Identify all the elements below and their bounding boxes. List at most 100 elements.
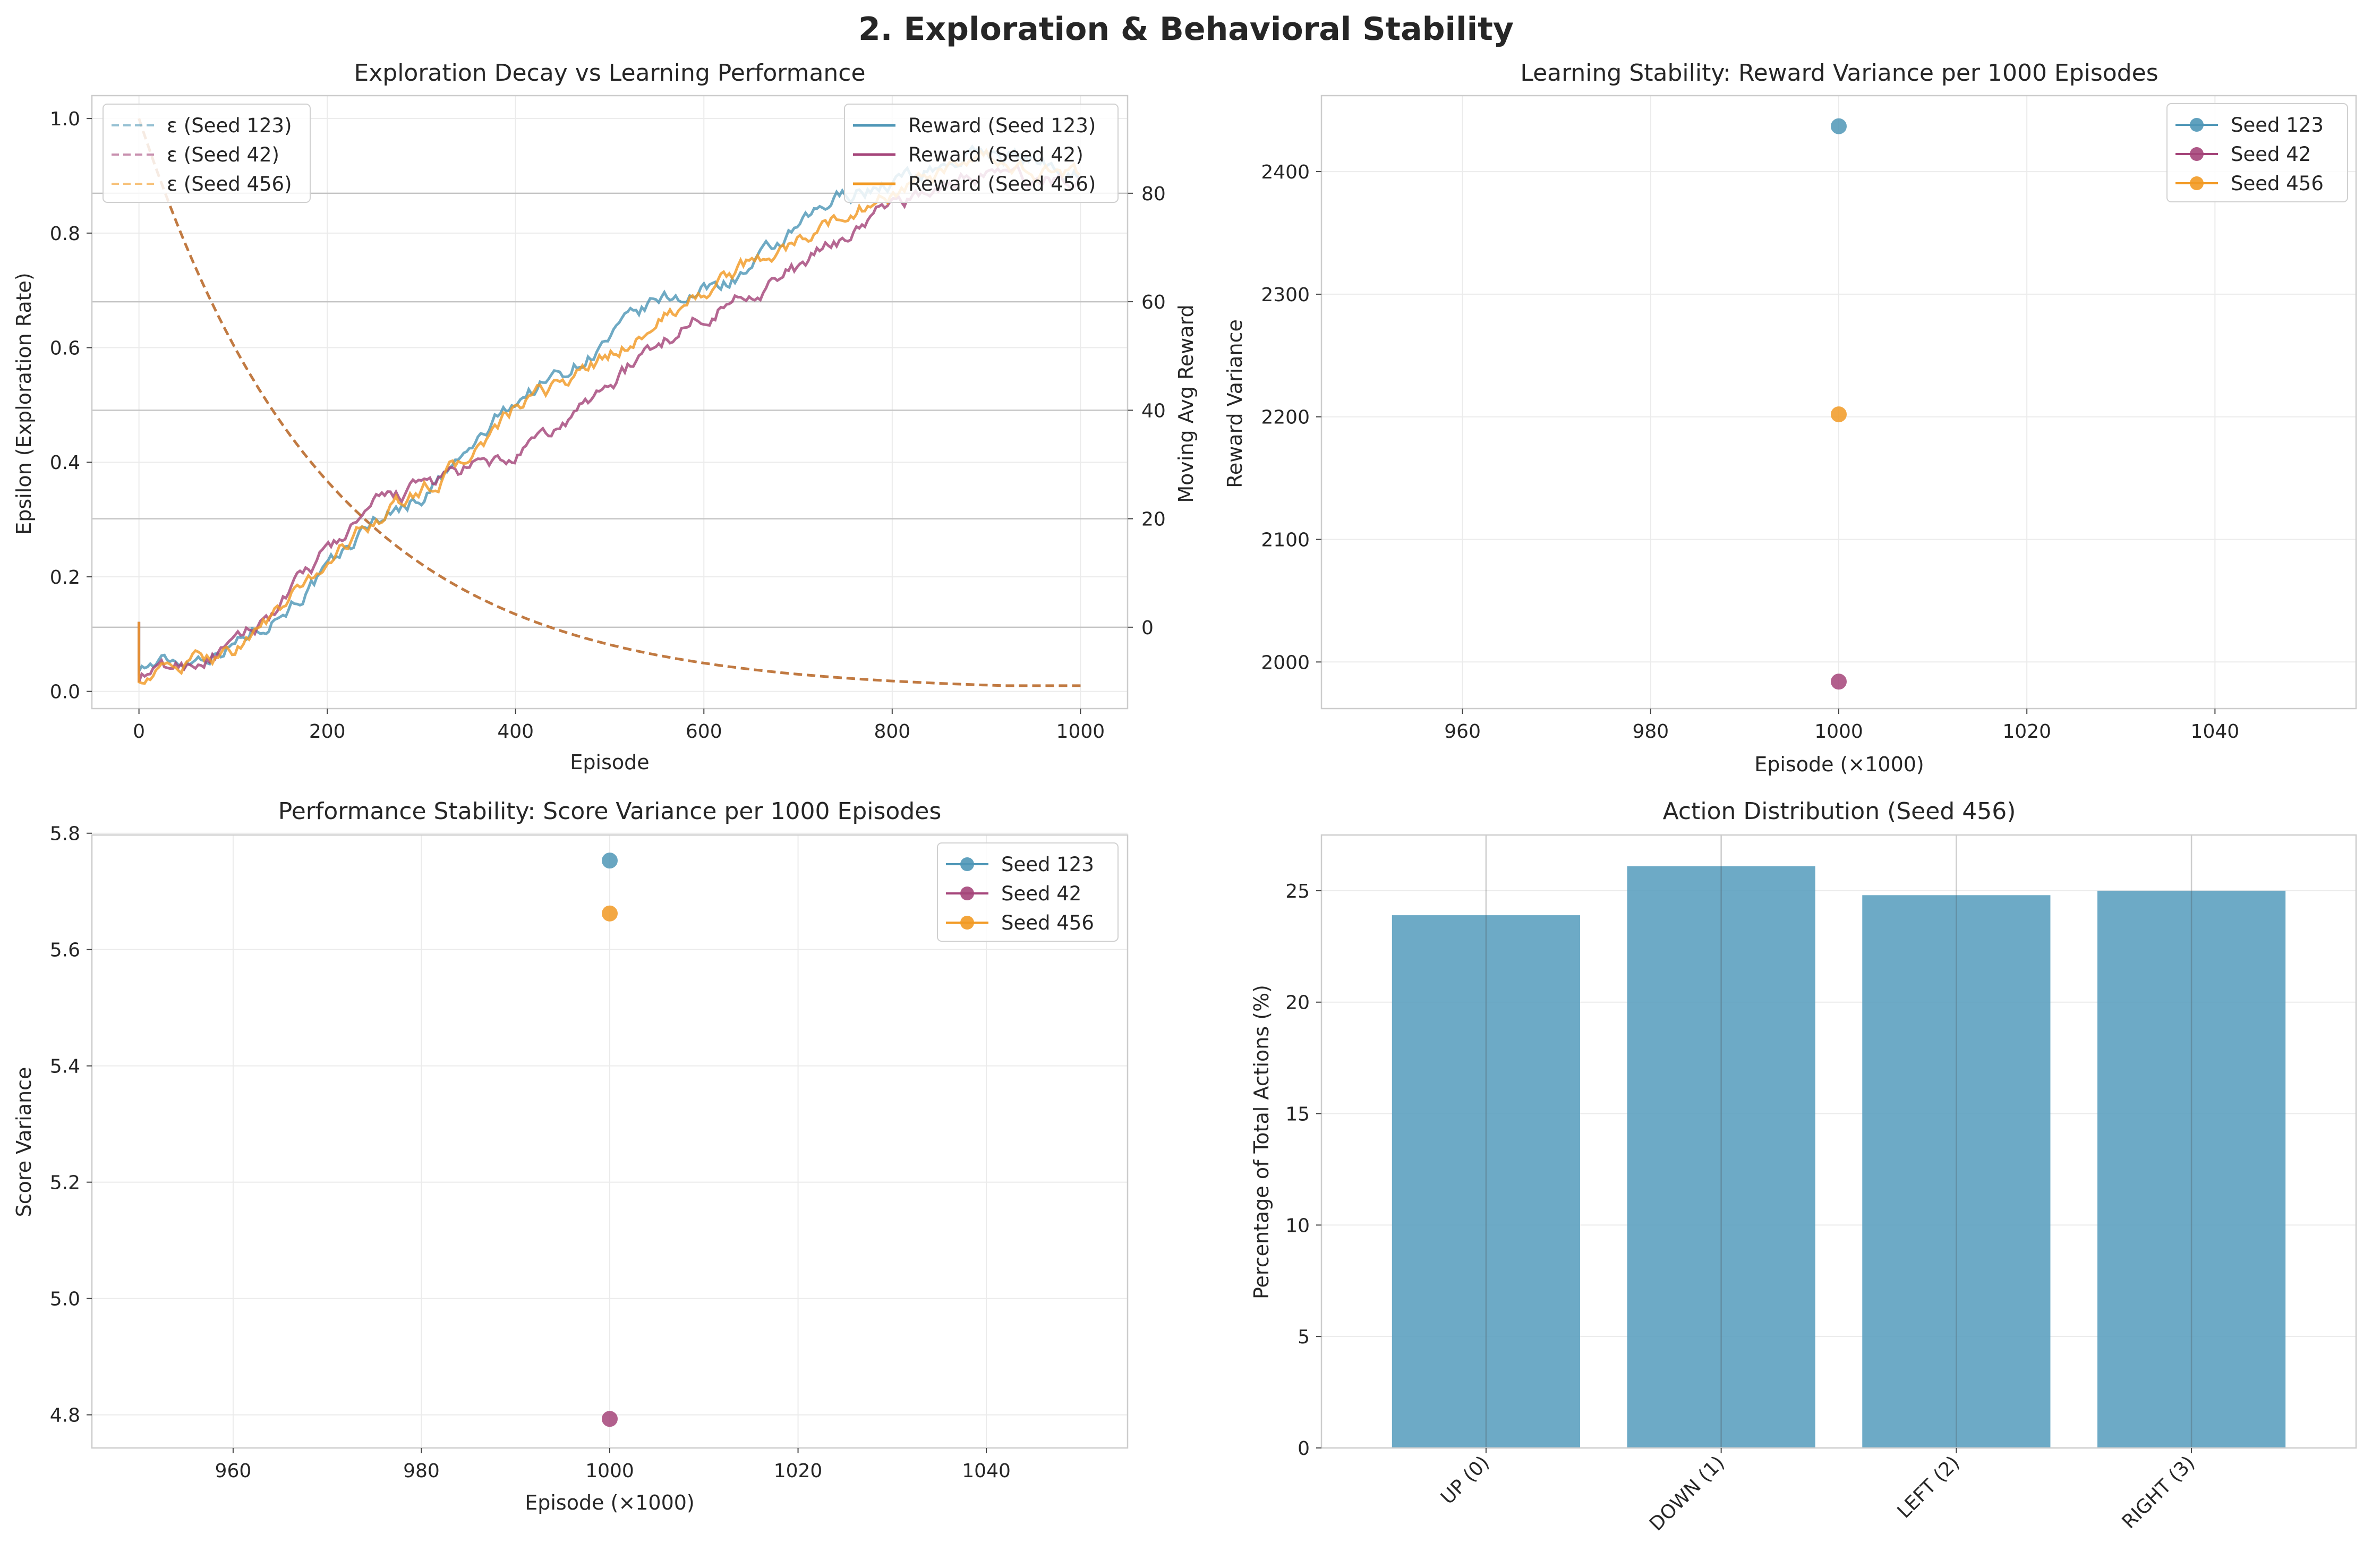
p4-ytick-label: 20 <box>1285 992 1310 1014</box>
p1-legend-right-label: Reward (Seed 456) <box>908 173 1096 195</box>
exploration-decay-chart: Exploration Decay vs Learning Performanc… <box>12 59 1198 774</box>
score-variance-chart: Performance Stability: Score Variance pe… <box>12 798 1129 1514</box>
p2-legend-box <box>2166 103 2348 202</box>
p3-point <box>602 853 618 869</box>
p1-epsilon-line <box>138 118 1081 687</box>
p2-legend-marker <box>2190 118 2204 132</box>
p4-ylabel: Percentage of Total Actions (%) <box>1250 985 1273 1299</box>
p1-epsilon-line-overlap <box>138 118 1081 687</box>
p3-ytick-label: 5.6 <box>50 940 80 961</box>
p1-reward-line <box>138 144 1080 676</box>
p1-epsilon-line <box>138 118 1081 687</box>
p2-point <box>1831 406 1847 423</box>
p4-title: Action Distribution (Seed 456) <box>1663 798 2016 825</box>
p2-point <box>1831 118 1847 134</box>
p3-legend-marker <box>960 916 974 930</box>
p4-ytick-label: 10 <box>1285 1215 1310 1237</box>
p1-legend-left-label: ε (Seed 123) <box>167 114 292 137</box>
p1-xtick-label: 800 <box>874 721 910 743</box>
p1-ytick-label: 0.8 <box>50 223 80 245</box>
p2-ylabel: Reward Variance <box>1223 319 1247 488</box>
p4-ytick-label: 25 <box>1285 881 1310 902</box>
p1-ytick-right-label: 80 <box>1141 183 1166 205</box>
p4-frame <box>1320 834 2357 1449</box>
action-distribution-chart: Action Distribution (Seed 456) Percentag… <box>1250 798 2357 1535</box>
p1-title: Exploration Decay vs Learning Performanc… <box>354 59 865 87</box>
p3-legend-marker <box>960 887 974 900</box>
p3-ytick-label: 5.4 <box>50 1056 80 1078</box>
p2-ytick-label: 2100 <box>1261 529 1310 551</box>
p1-ytick-right-label: 60 <box>1141 292 1166 313</box>
p1-ytick-right-label: 0 <box>1141 617 1154 639</box>
p1-ytick-label: 0.6 <box>50 338 80 360</box>
p3-point <box>602 905 618 922</box>
p2-xtick-label: 1000 <box>1814 721 1863 743</box>
p3-ytick-label: 5.8 <box>50 823 80 845</box>
p3-xtick-label: 1000 <box>585 1460 634 1482</box>
p2-xtick-label: 1020 <box>2002 721 2051 743</box>
p1-frame <box>91 95 1129 710</box>
p4-xtick-label: RIGHT (3) <box>2118 1452 2199 1533</box>
p1-legend-right-label: Reward (Seed 123) <box>908 114 1096 137</box>
p2-title: Learning Stability: Reward Variance per … <box>1520 59 2158 87</box>
p3-xlabel: Episode (×1000) <box>525 1491 695 1514</box>
p1-xtick-label: 0 <box>133 721 145 743</box>
p2-xtick-label: 960 <box>1444 721 1481 743</box>
p2-legend-label: Seed 456 <box>2231 172 2324 195</box>
figure-suptitle: 2. Exploration & Behavioral Stability <box>858 11 1514 48</box>
p4-bar <box>1862 895 2051 1448</box>
p2-xtick-label: 980 <box>1632 721 1669 743</box>
p1-ylabel-right: Moving Avg Reward <box>1174 304 1198 502</box>
p1-ytick-label: 0.0 <box>50 681 80 703</box>
p1-legend-left-label: ε (Seed 456) <box>167 173 292 195</box>
p2-legend-label: Seed 123 <box>2231 114 2324 137</box>
p3-legend-label: Seed 42 <box>1001 882 1081 905</box>
reward-variance-chart: Learning Stability: Reward Variance per … <box>1223 59 2357 776</box>
p3-xtick-label: 980 <box>403 1460 440 1482</box>
p3-legend-box <box>937 842 1119 942</box>
p4-xtick-label: LEFT (2) <box>1893 1452 1964 1522</box>
p3-ytick-label: 5.2 <box>50 1172 80 1194</box>
p3-ytick-label: 5.0 <box>50 1289 80 1310</box>
p4-bar <box>1392 915 1580 1448</box>
p1-legend-right-label: Reward (Seed 42) <box>908 143 1083 166</box>
p1-reward-line <box>138 164 1081 683</box>
p1-legend-left-box <box>103 104 311 203</box>
p1-xlabel: Episode <box>570 751 649 774</box>
p3-legend-label: Seed 456 <box>1001 911 1094 934</box>
p3-ytick-label: 4.8 <box>50 1405 80 1427</box>
p1-legend-left-label: ε (Seed 42) <box>167 143 279 166</box>
p2-xtick-label: 1040 <box>2191 721 2240 743</box>
p3-legend-marker <box>960 857 974 871</box>
p1-ytick-label: 0.2 <box>50 567 80 589</box>
p2-ytick-label: 2200 <box>1261 407 1310 429</box>
p2-legend-marker <box>2190 147 2204 161</box>
p1-ytick-label: 0.4 <box>50 452 80 474</box>
p3-xtick-label: 960 <box>215 1460 252 1482</box>
p1-ytick-right-label: 20 <box>1141 509 1166 531</box>
p1-xtick-label: 600 <box>686 721 722 743</box>
p4-xtick-label: UP (0) <box>1437 1452 1494 1509</box>
p1-ytick-label: 1.0 <box>50 108 80 130</box>
p4-ytick-label: 0 <box>1298 1438 1310 1460</box>
p2-ytick-label: 2400 <box>1261 161 1310 183</box>
p2-ytick-label: 2300 <box>1261 284 1310 306</box>
p4-bar <box>1627 866 1815 1448</box>
p1-ylabel: Epsilon (Exploration Rate) <box>12 272 36 534</box>
p3-legend-label: Seed 123 <box>1001 853 1094 876</box>
p3-xtick-label: 1040 <box>962 1460 1011 1482</box>
p1-epsilon-line <box>138 118 1081 687</box>
p1-legend-right-box <box>844 104 1119 203</box>
p2-xlabel: Episode (×1000) <box>1754 753 1924 776</box>
p3-title: Performance Stability: Score Variance pe… <box>278 798 942 825</box>
p4-xtick-label: DOWN (1) <box>1645 1452 1729 1535</box>
p1-xtick-label: 400 <box>497 721 534 743</box>
p1-xtick-label: 200 <box>309 721 346 743</box>
p4-ytick-label: 5 <box>1298 1326 1310 1348</box>
p2-ytick-label: 2000 <box>1261 652 1310 674</box>
p3-point <box>602 1411 618 1427</box>
p3-xtick-label: 1020 <box>774 1460 823 1482</box>
p4-ytick-label: 15 <box>1285 1104 1310 1126</box>
p4-bar <box>2097 890 2286 1448</box>
